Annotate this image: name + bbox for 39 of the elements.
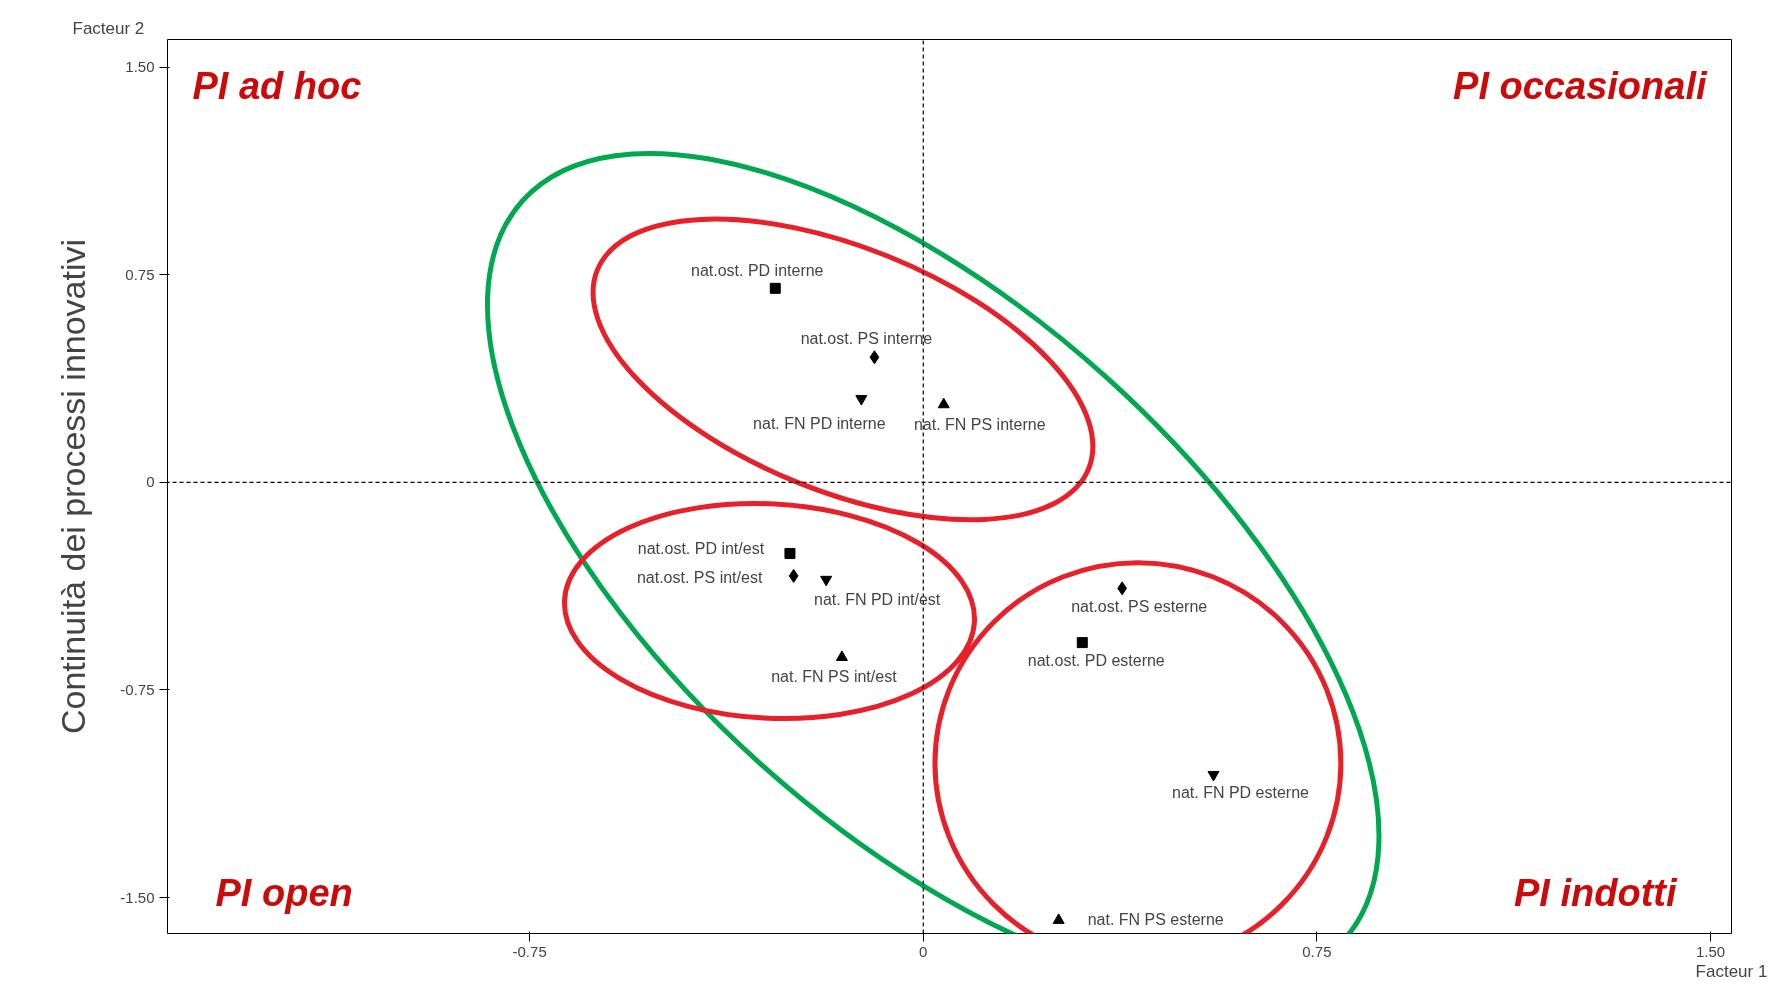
point [784,547,796,559]
point [1076,637,1088,649]
x-tick-label: 0 [919,942,928,960]
x-tick-label: -0.75 [512,942,547,960]
point [855,395,868,406]
annotation: nat.ost. PD int/est [637,539,765,557]
annotation: nat. FN PS int/est [771,667,898,685]
x-axis-title: Facteur 1 [1695,961,1768,981]
point [788,568,799,583]
text: Facteur 2 [72,18,145,38]
annotation: nat. FN PD interne [753,415,886,433]
annotation: nat. FN PD int/est [814,591,941,608]
annotation: nat.ost. PD interne [691,261,824,279]
x-tick-label: 0.75 [1302,942,1332,960]
annotation: PI occasionali [1453,64,1708,107]
y-tick-label: 0.75 [125,265,155,283]
annotation: nat. FN PD esterne [1172,784,1310,802]
point [769,282,781,294]
annotation: nat. FN PS interne [913,416,1046,434]
y-tick-label: 0 [146,473,155,491]
y-tick-label: -0.75 [120,680,155,698]
point [1207,770,1220,782]
point [835,650,848,661]
annotation: PI ad hoc [192,64,362,107]
annotation: nat.ost. PS interne [800,329,933,347]
annotation: PI indotti [1513,871,1678,914]
annotation: nat. FN PS esterne [1087,910,1224,928]
point [1052,913,1065,924]
y-tick-label: -1.50 [120,888,155,906]
point [937,397,950,409]
point [869,350,880,365]
annotation: PI open [215,871,353,914]
point [820,575,833,587]
y-tick-label: 1.50 [125,58,155,76]
x-tick-label: 1.50 [1695,942,1726,960]
y-axis-title: Continuità dei processi innovativi [54,238,93,735]
annotation: nat.ost. PD esterne [1027,652,1165,670]
annotation: nat.ost. PS int/est [636,569,763,587]
annotation: nat.ost. PS esterne [1071,597,1208,615]
